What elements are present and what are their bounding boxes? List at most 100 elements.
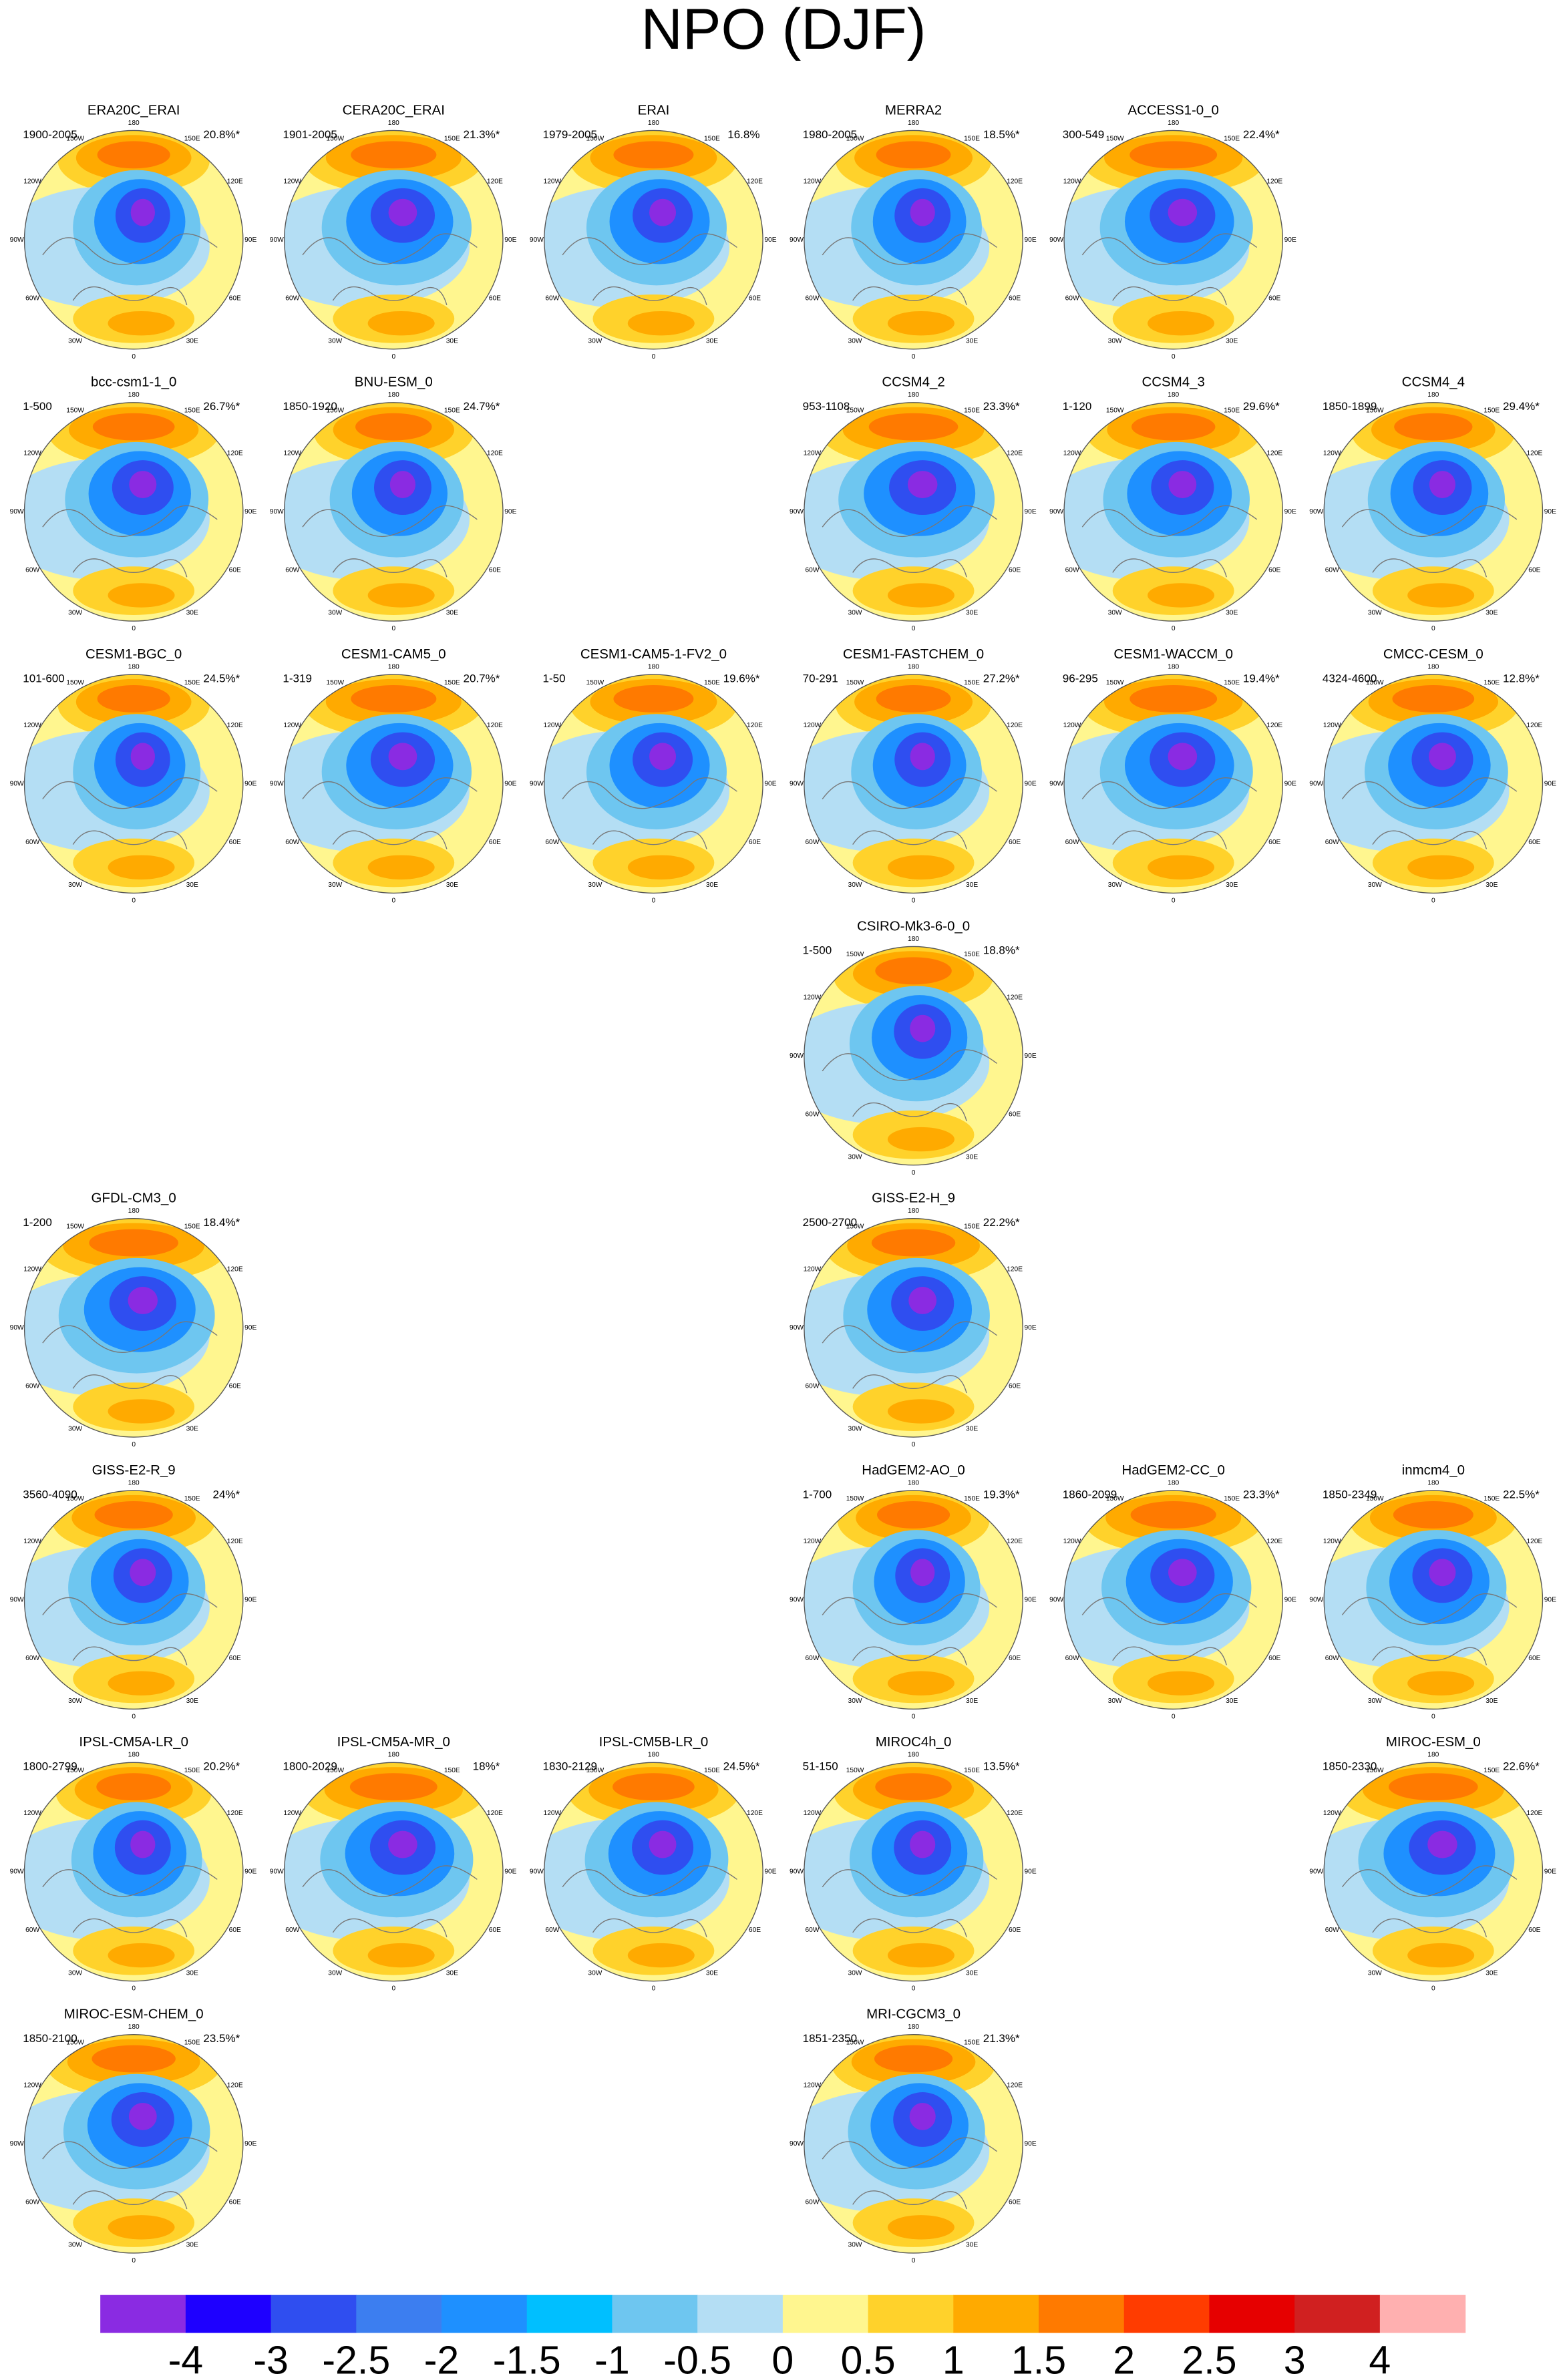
lon-label: 0 [912, 625, 916, 632]
map-outline [804, 402, 1023, 622]
lon-label: 90W [790, 1324, 804, 1332]
panel-title: CESM1-CAM5-1-FV2_0 [580, 646, 727, 662]
lon-label: 90E [1024, 1596, 1036, 1603]
lon-label: 120E [1266, 178, 1282, 185]
map-panel: MIROC4h_0 51-150 13.5%* 180 150E 120E 90E 60E 30… [790, 1734, 1037, 1993]
lon-label: 180 [388, 1752, 399, 1759]
lon-label: 90E [504, 508, 516, 516]
panel-variance: 20.8%* [203, 128, 240, 141]
map-panel: CESM1-BGC_0 101-600 24.5%* 180 150E 120E 90E 60… [10, 646, 257, 905]
lon-label: 180 [908, 663, 919, 670]
lon-label: 60W [805, 1383, 819, 1390]
lon-label: 30W [848, 2242, 862, 2249]
lon-label: 30W [328, 881, 342, 889]
panel-period: 70-291 [803, 672, 838, 684]
lon-label: 90W [790, 236, 804, 244]
lon-label: 0 [912, 1441, 916, 1448]
lon-label: 0 [132, 1713, 136, 1720]
panel-title: ACCESS1-0_0 [1128, 102, 1219, 118]
lon-label: 90W [1049, 1596, 1063, 1603]
lon-label: 150E [1484, 1495, 1500, 1503]
anomaly [887, 855, 954, 879]
lon-label: 120E [487, 450, 503, 457]
map-panel: ERA20C_ERAI 1900-2005 20.8%* 180 150E 120E 90E… [10, 102, 257, 361]
lon-label: 120W [1323, 1810, 1341, 1817]
panel-variance: 19.6%* [723, 672, 760, 684]
colorbar-box [782, 2295, 869, 2333]
lon-label: 0 [391, 625, 395, 632]
lon-label: 30E [966, 1426, 978, 1433]
lon-label: 90E [1544, 780, 1556, 787]
lon-label: 30W [588, 1969, 602, 1977]
lon-label: 180 [128, 1479, 140, 1486]
coastline [822, 233, 997, 306]
lon-label: 60W [805, 1111, 819, 1118]
lon-label: 30E [966, 610, 978, 617]
lon-label: 120E [1526, 1810, 1542, 1817]
lon-label: 180 [128, 663, 140, 670]
lon-label: 120W [804, 1266, 822, 1273]
lon-label: 180 [908, 1479, 919, 1486]
map-outline [23, 674, 244, 894]
anomaly [627, 1943, 695, 1968]
lon-label: 60E [1009, 1111, 1021, 1118]
lon-label: 0 [132, 625, 136, 632]
lon-label: 90E [244, 1324, 256, 1332]
colorbar-box [1379, 2295, 1466, 2333]
anomaly [910, 1014, 936, 1042]
anomaly [351, 685, 437, 713]
lon-label: 90E [764, 1868, 776, 1876]
lon-label: 30E [1226, 881, 1238, 889]
lon-label: 30E [706, 337, 718, 345]
lon-label: 60E [749, 1927, 761, 1934]
lon-label: 120E [1266, 1538, 1282, 1545]
panel-title: IPSL-CM5B-LR_0 [599, 1734, 709, 1750]
anomaly [907, 471, 938, 498]
map-field [804, 946, 1023, 1165]
lon-label: 150W [1106, 135, 1124, 142]
anomaly [96, 1773, 172, 1801]
lon-label: 90W [10, 508, 24, 516]
coastline [562, 233, 737, 306]
panel-variance: 18.8%* [983, 944, 1020, 957]
lon-label: 30W [68, 2242, 82, 2249]
lon-label: 60E [489, 839, 501, 846]
lon-label: 90W [1309, 1596, 1323, 1603]
panel-period: 1850-2349 [1323, 1488, 1377, 1501]
lon-label: 90W [790, 1596, 804, 1603]
lon-label: 180 [648, 120, 659, 127]
lon-label: 60W [1065, 567, 1079, 574]
anomaly [108, 1671, 175, 1696]
anomaly [1131, 413, 1216, 441]
lon-label: 90W [530, 1868, 544, 1876]
lon-label: 30E [966, 1969, 978, 1977]
panel-variance: 13.5%* [983, 1760, 1020, 1773]
lon-label: 150W [846, 679, 864, 686]
map-panel: GISS-E2-R_9 3560-4090 24%* 180 150E 120E 90E 60… [10, 1462, 257, 1721]
anomaly [355, 413, 432, 441]
lon-label: 150E [184, 1767, 200, 1774]
lon-label: 120W [804, 722, 822, 729]
lon-label: 60E [489, 294, 501, 302]
lon-label: 30W [848, 610, 862, 617]
lon-label: 60W [1325, 1655, 1339, 1662]
map-field [1064, 130, 1283, 349]
lon-label: 120E [487, 722, 503, 729]
map-outline [1323, 1490, 1544, 1710]
lon-label: 150E [184, 135, 200, 142]
lon-label: 150E [964, 2039, 980, 2046]
lon-label: 60E [749, 294, 761, 302]
panel-variance: 22.4%* [1243, 128, 1280, 141]
lon-label: 150W [1366, 407, 1384, 415]
lon-label: 90E [504, 1868, 516, 1876]
map-outline [544, 130, 763, 350]
map-panel: ERAI 1979-2005 16.8% 180 150E 120E 90E 60E 30E 0 3… [530, 102, 777, 361]
anomaly [388, 1830, 417, 1858]
anomaly [1407, 1671, 1475, 1696]
lon-label: 0 [1431, 625, 1435, 632]
lon-label: 0 [912, 1985, 916, 1993]
figure-title: NPO (DJF) [641, 0, 926, 61]
coastline [42, 233, 218, 306]
